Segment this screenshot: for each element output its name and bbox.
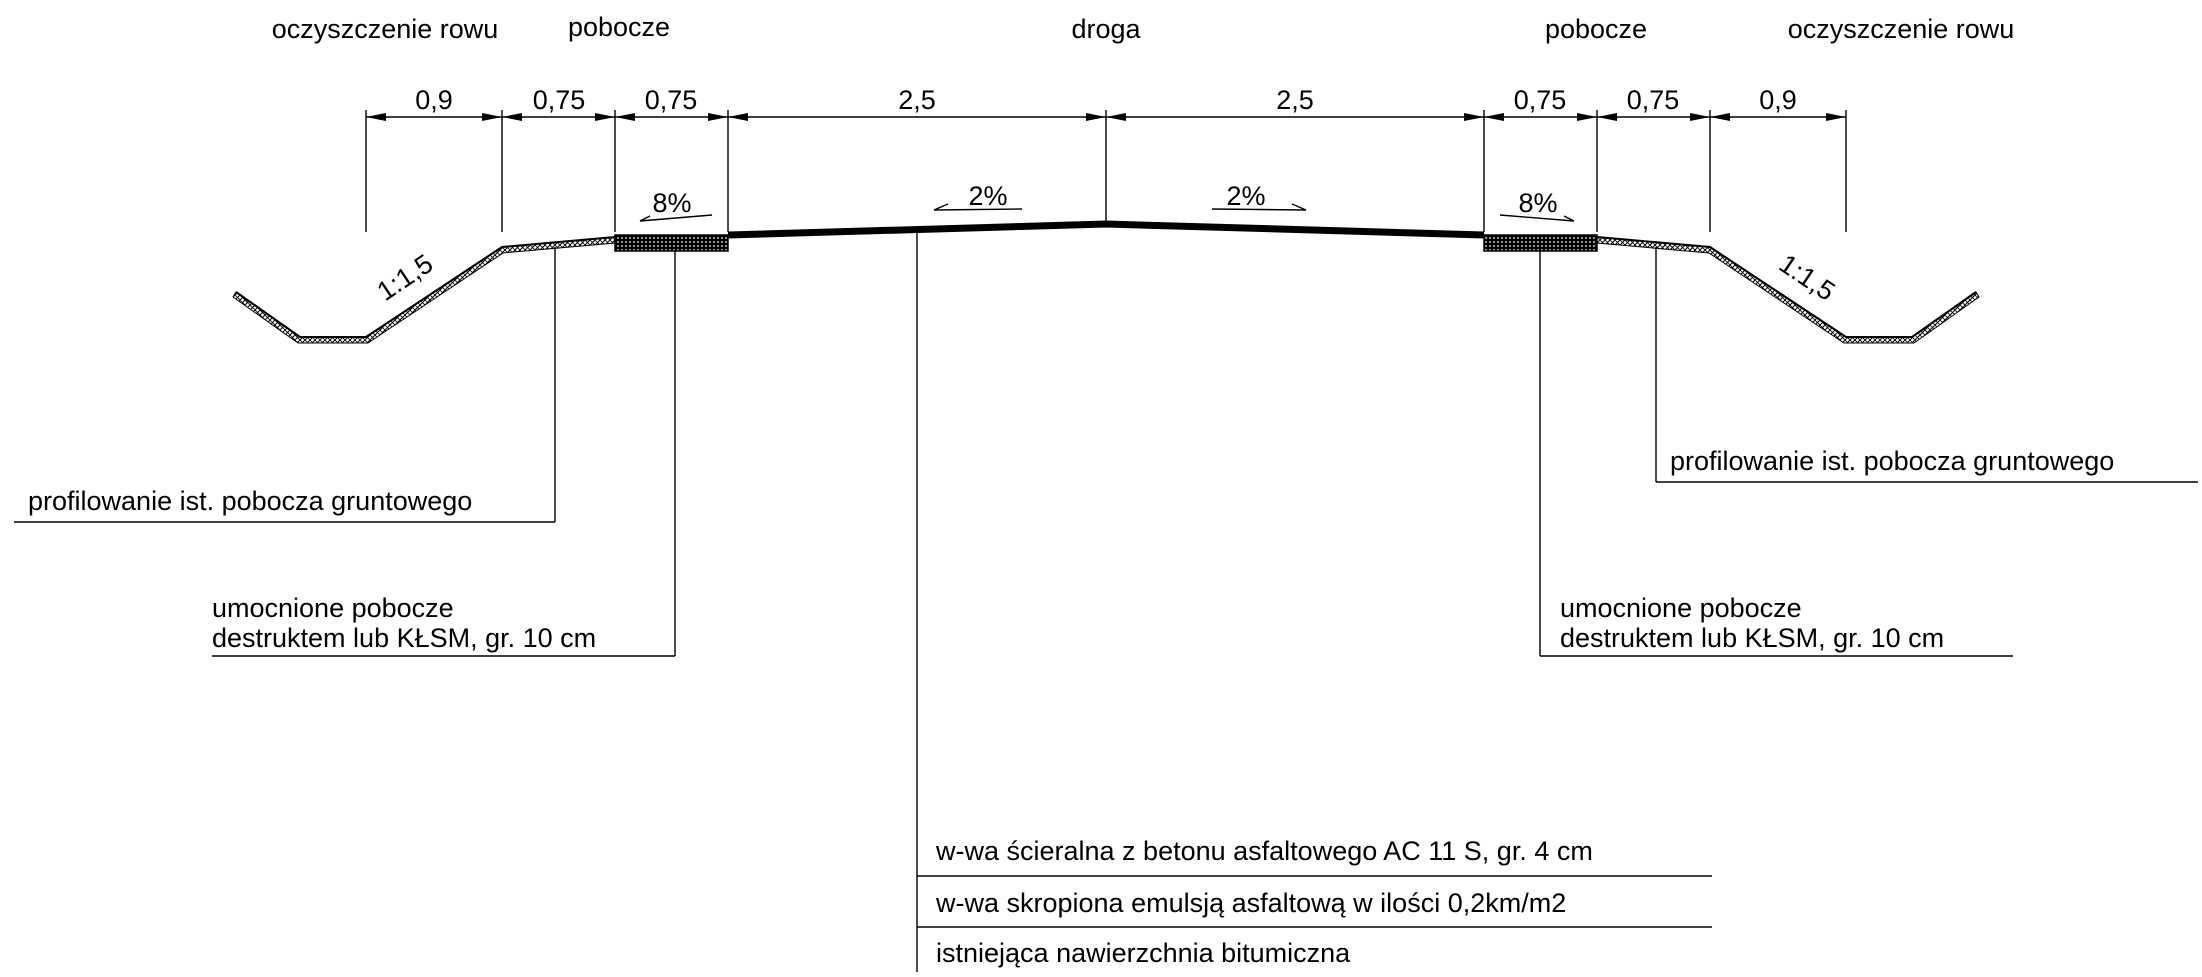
slope-marker-road-left [933,203,1023,211]
leader-profile-right [1655,247,2198,483]
leader-pavement-layers [916,231,1712,972]
slope-label-road-left: 2% [968,181,1007,211]
slope-marker-shoulder-right [1499,214,1575,222]
dimension-value-road-left: 2,5 [898,85,936,115]
layer-existing-surface: istniejąca nawierzchnia bitumiczna [936,938,1351,968]
callout-profile-left: profilowanie ist. pobocza gruntowego [28,486,472,516]
dimension-value-ditch-left: 0,9 [415,85,453,115]
reinforced-shoulder-left [614,234,729,252]
leader-reinforced-left [212,251,676,657]
slope-label-shoulder-right: 8% [1518,188,1557,218]
callout-profile-right: profilowanie ist. pobocza gruntowego [1670,446,2114,476]
dimension-value-ditch-right: 0,9 [1759,85,1797,115]
reinforced-shoulder-right [1483,234,1598,252]
slope-marker-shoulder-left [639,214,713,222]
header-ditch-right: oczyszczenie rowu [1788,14,2015,44]
callout-reinforced-left-line1: umocnione pobocze [212,593,454,623]
slope-marker-road-right [1211,203,1307,211]
dimension-value-road-right: 2,5 [1276,85,1314,115]
dimension-value-verge-right: 0,75 [1627,85,1680,115]
slope-label-road-right: 2% [1226,181,1265,211]
leader-profile-left [14,247,556,523]
extension-lines [365,110,1847,232]
leader-reinforced-right [1539,251,2013,657]
dimension-value-shoulder-left: 0,75 [645,85,698,115]
slope-label-shoulder-left: 8% [652,188,691,218]
header-road: droga [1071,14,1141,44]
layer-tack-coat: w-wa skropiona emulsją asfaltową w ilośc… [935,888,1566,918]
dimension-arrows [366,113,1846,121]
dimension-value-verge-left: 0,75 [533,85,586,115]
layer-wearing-course: w-wa ścieralna z betonu asfaltowego AC 1… [935,836,1593,866]
callout-reinforced-right-line2: destruktem lub KŁSM, gr. 10 cm [1560,623,1944,653]
callout-reinforced-left-line2: destruktem lub KŁSM, gr. 10 cm [212,623,596,653]
header-shoulder-left: pobocze [568,12,670,42]
dimension-value-shoulder-right: 0,75 [1514,85,1567,115]
road-surface [727,220,1485,239]
header-shoulder-right: pobocze [1545,14,1647,44]
header-ditch-left: oczyszczenie rowu [272,14,499,44]
callout-reinforced-right-line1: umocnione pobocze [1560,593,1802,623]
